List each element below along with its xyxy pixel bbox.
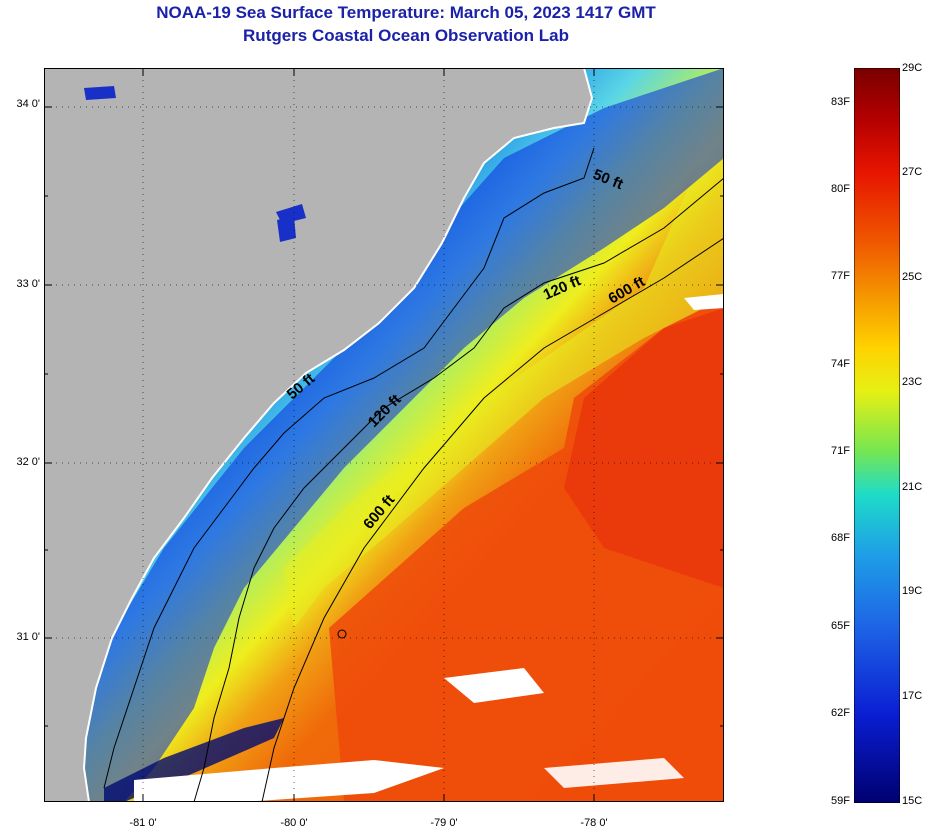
cloud-patch xyxy=(544,758,684,788)
color-scale-bar xyxy=(854,68,900,803)
gulf-stream-core xyxy=(564,308,724,588)
land-mass xyxy=(44,68,592,802)
scale-label-c: 21C xyxy=(902,481,923,493)
scale-label-f: 71F xyxy=(831,445,850,457)
latitude-label: 31 0' xyxy=(16,631,40,643)
graticule xyxy=(44,68,724,802)
coastline xyxy=(82,68,594,802)
scale-label-f: 59F xyxy=(831,795,850,807)
longitude-label: -81 0' xyxy=(129,817,157,829)
scale-label-c: 23C xyxy=(902,376,923,388)
scale-label-f: 65F xyxy=(831,620,850,632)
scale-label-c: 25C xyxy=(902,271,923,283)
scale-label-f: 68F xyxy=(831,532,850,544)
map-title: NOAA-19 Sea Surface Temperature: March 0… xyxy=(156,3,656,22)
scale-label-f: 77F xyxy=(831,270,850,282)
scale-label-c: 17C xyxy=(902,690,923,702)
scale-label-c: 19C xyxy=(902,585,923,597)
scale-label-c: 29C xyxy=(902,62,923,74)
cloud-patch xyxy=(684,294,724,310)
yellow-front xyxy=(284,108,724,628)
cloud-patch xyxy=(134,760,444,802)
longitude-label: -78 0' xyxy=(580,817,608,829)
scale-label-c: 15C xyxy=(902,795,923,807)
cloud-patch xyxy=(444,668,544,703)
scale-label-f: 62F xyxy=(831,707,850,719)
inland-lake xyxy=(84,86,116,100)
isobath-120ft xyxy=(193,177,724,802)
isobath-600ft xyxy=(261,237,724,802)
latitude-label: 34 0' xyxy=(16,98,40,110)
longitude-label: -79 0' xyxy=(430,817,458,829)
map-frame xyxy=(44,68,724,802)
cold-coastal-band xyxy=(44,68,724,802)
scale-label-f: 83F xyxy=(831,96,850,108)
latitude-label: 32 0' xyxy=(16,456,40,468)
scale-label-f: 74F xyxy=(831,358,850,370)
axis-ticks xyxy=(44,68,724,802)
scale-label-f: 80F xyxy=(831,183,850,195)
sst-map: 50 ft 120 ft 600 ft 50 ft 120 ft 600 ft xyxy=(44,68,724,802)
latitude-label: 33 0' xyxy=(16,278,40,290)
station-marker xyxy=(337,629,347,639)
inland-lake xyxy=(277,216,296,242)
scale-label-c: 27C xyxy=(902,166,923,178)
map-subtitle: Rutgers Coastal Ocean Observation Lab xyxy=(243,26,569,45)
longitude-label: -80 0' xyxy=(280,817,308,829)
isobath-50ft xyxy=(103,147,595,789)
color-scale-fill xyxy=(854,68,900,803)
